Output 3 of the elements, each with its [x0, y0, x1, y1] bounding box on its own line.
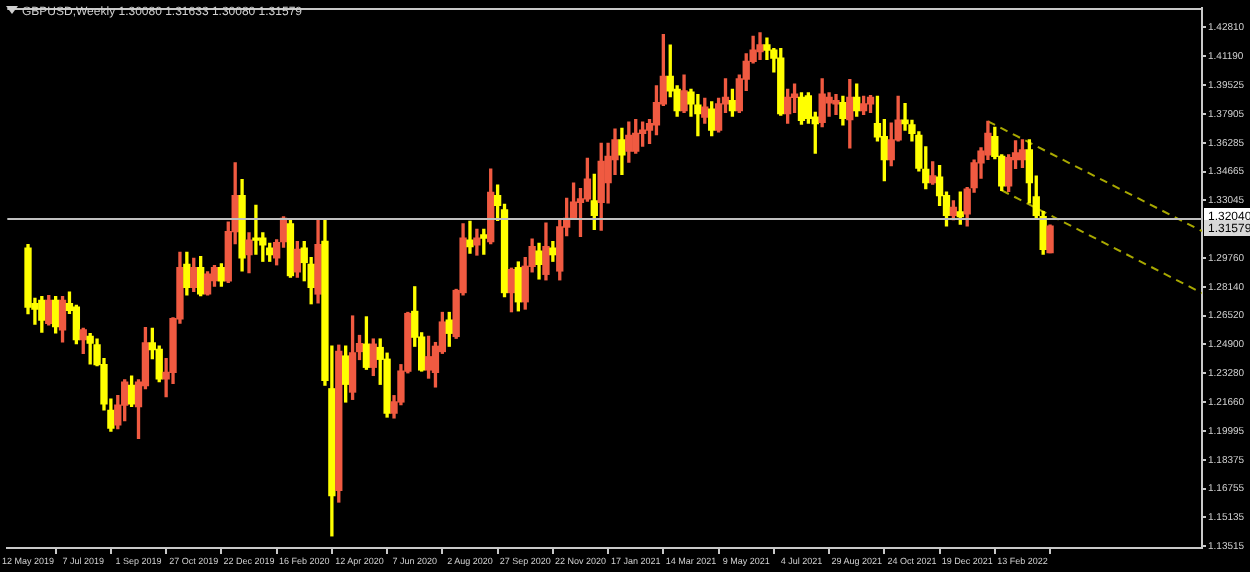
candlestick [832, 94, 840, 115]
candlestick [466, 220, 474, 254]
candlestick [252, 204, 260, 255]
